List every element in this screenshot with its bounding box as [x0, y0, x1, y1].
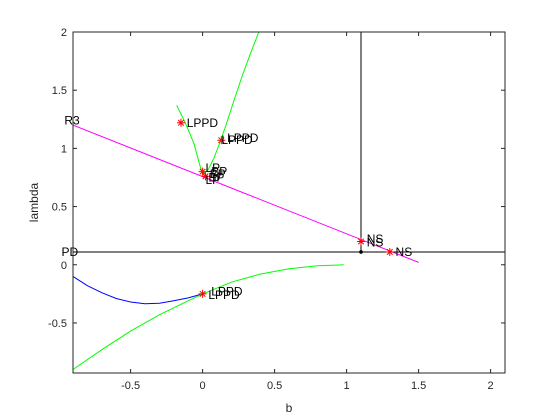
annotation-label-14: R3 — [64, 113, 80, 127]
special-point-5 — [357, 237, 365, 246]
annotation-label-9: NS — [367, 232, 384, 246]
annotation-label-5: BP — [211, 165, 227, 179]
annotation-label-12: LPPD — [211, 285, 243, 299]
y-axis-label: lambda — [27, 182, 41, 222]
series-line-1 — [176, 31, 260, 175]
annotation-label-6: BP — [210, 167, 226, 181]
special-point-4 — [201, 172, 210, 181]
x-tick-label-5: 1.5 — [411, 380, 426, 392]
x-tick-label-6: 2 — [488, 380, 494, 392]
plot-background — [73, 32, 505, 373]
series-line-5 — [72, 275, 203, 305]
axes-box — [72, 31, 506, 374]
x-tick-label-3: 0.5 — [267, 380, 282, 392]
marker-layer — [177, 118, 394, 298]
x-tick-label-1: -0.5 — [121, 380, 140, 392]
x-axis-label: b — [286, 401, 293, 415]
annotation-label-2: LPPD — [227, 131, 259, 145]
annotation-label-4: LP — [205, 161, 220, 175]
y-tick-label-6: 2 — [61, 27, 67, 39]
y-tick-label-2: 0 — [61, 260, 67, 272]
y-tick-label-1: -0.5 — [48, 318, 67, 330]
special-point-7 — [198, 289, 207, 298]
x-tick-label-2: 0 — [200, 380, 206, 392]
annotation-label-10: NS — [367, 236, 384, 250]
point-dot-1 — [359, 250, 363, 254]
special-point-1 — [177, 118, 185, 127]
y-tick-label-4: 1 — [61, 143, 67, 155]
annotation-label-11: NS — [396, 245, 413, 259]
annotation-label-1: LPPD — [187, 116, 219, 130]
annotation-label-7: BP — [208, 170, 224, 184]
series-line-6 — [72, 264, 344, 370]
y-tick-label-5: 1.5 — [52, 85, 67, 97]
annotation-label-8: LP — [205, 173, 220, 187]
annotation-label-13: LPPD — [208, 288, 240, 302]
special-point-2 — [217, 136, 226, 145]
y-tick-label-3: 0.5 — [52, 202, 67, 214]
annotation-label-3: LPPD — [221, 133, 253, 147]
special-point-3 — [198, 167, 207, 176]
special-point-6 — [385, 247, 394, 256]
axes: -0.5 0 0.5 1 1.5 2 -0.5 0 0.5 1 1.5 2 — [48, 27, 506, 392]
x-tick-label-4: 1 — [344, 380, 350, 392]
annotation-label-15: PD — [61, 245, 78, 259]
